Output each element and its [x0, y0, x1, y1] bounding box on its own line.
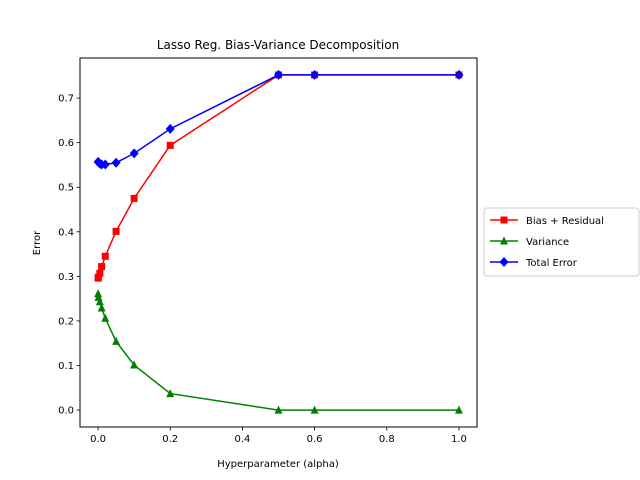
- data-point-2-7: [165, 123, 175, 134]
- data-point-0-6: [130, 194, 138, 202]
- y-tick-label-6: 0.6: [58, 138, 74, 149]
- data-point-0-3: [98, 263, 106, 271]
- data-point-1-9: [310, 405, 319, 414]
- legend: Bias + Residual Variance Total Error: [483, 207, 640, 277]
- data-point-0-5: [112, 227, 120, 235]
- x-tick-label-3: 0.6: [307, 434, 323, 445]
- data-point-1-10: [454, 405, 463, 414]
- data-point-1-2: [95, 297, 104, 306]
- legend-label-0: Bias + Residual: [526, 216, 604, 227]
- legend-label-1: Variance: [526, 237, 569, 248]
- axis-ticks: 0.0 0.2 0.4 0.6 0.8 1.0 0.0 0.1 0.2 0.3 0.4 0.5 0.6 0…: [58, 94, 467, 445]
- data-point-0-4: [101, 252, 109, 260]
- y-tick-label-1: 0.1: [58, 361, 74, 372]
- chart-title: Lasso Reg. Bias-Variance Decomposition: [157, 38, 399, 52]
- y-tick-label-2: 0.2: [58, 316, 74, 327]
- data-point-1-3: [97, 303, 106, 312]
- series-2: [93, 69, 464, 170]
- legend-box: [483, 207, 640, 277]
- y-tick-label-5: 0.5: [58, 183, 74, 194]
- data-point-1-5: [112, 336, 121, 345]
- x-tick-label-5: 1.0: [451, 434, 467, 445]
- series-1: [94, 289, 463, 414]
- plot-frame: [79, 57, 478, 428]
- x-tick-label-0: 0.0: [90, 434, 106, 445]
- data-point-2-9: [310, 69, 320, 80]
- data-point-1-8: [274, 405, 283, 414]
- y-axis-label: Error: [32, 230, 43, 255]
- legend-marker-1: [500, 236, 508, 245]
- legend-marker-0: [500, 216, 508, 224]
- x-tick-label-1: 0.2: [162, 434, 178, 445]
- data-point-2-10: [454, 69, 464, 80]
- y-tick-label-0: 0.0: [58, 406, 74, 417]
- data-point-0-2: [96, 269, 104, 277]
- data-point-2-5: [111, 157, 121, 168]
- data-point-2-8: [274, 69, 283, 80]
- x-axis-label: Hyperparameter (alpha): [217, 459, 339, 470]
- data-point-1-7: [166, 389, 175, 398]
- data-point-2-4: [100, 159, 110, 170]
- data-point-1-0: [94, 289, 103, 298]
- y-tick-label-7: 0.7: [58, 94, 74, 105]
- y-tick-label-4: 0.4: [58, 227, 74, 238]
- data-point-2-6: [129, 148, 139, 159]
- plot-area: [93, 69, 464, 414]
- y-tick-label-3: 0.3: [58, 272, 74, 283]
- x-tick-label-2: 0.4: [234, 434, 250, 445]
- legend-marker-2: [499, 257, 509, 267]
- data-point-1-4: [101, 313, 110, 322]
- data-point-0-1: [94, 273, 102, 281]
- x-tick-label-4: 0.8: [379, 434, 395, 445]
- data-point-0-7: [166, 141, 174, 149]
- data-point-1-6: [130, 360, 139, 369]
- legend-label-2: Total Error: [525, 258, 578, 269]
